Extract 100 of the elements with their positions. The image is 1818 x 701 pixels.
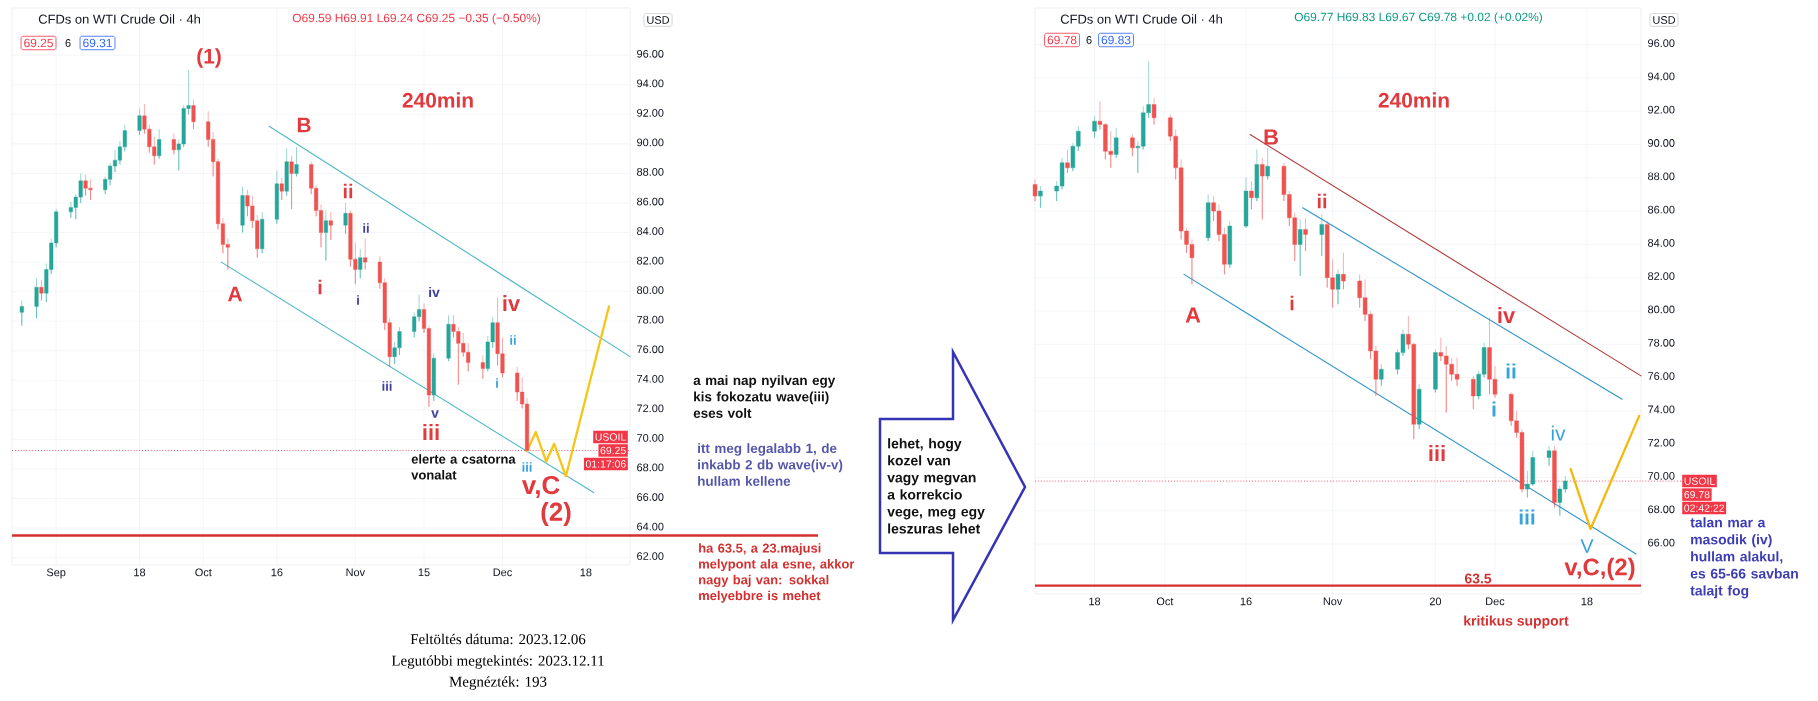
text: USD [1653, 16, 1676, 24]
y-tick-label: 66.00 [637, 493, 664, 501]
candlestick [240, 186, 245, 233]
y-tick-label: 84.00 [1648, 239, 1675, 247]
annotation: 01:17:06 [585, 460, 626, 468]
x-tick-label: 18 [134, 568, 146, 577]
annotation: iii [1519, 509, 1535, 525]
annotation: 69.83 [1101, 35, 1131, 45]
candlestick [343, 202, 348, 235]
x-tick-label: 16 [271, 568, 283, 577]
y-tick-label: 84.00 [637, 227, 664, 235]
candlestick [39, 279, 44, 301]
y-tick-label: 88.00 [1648, 172, 1675, 181]
candlestick [323, 210, 328, 261]
annotation: B [1264, 129, 1278, 145]
candlestick [289, 155, 294, 210]
annotation: 240min [402, 92, 473, 108]
text: Megnézték: 193 [449, 676, 547, 690]
y-tick-label: 66.00 [1648, 538, 1675, 547]
candlestick [480, 354, 485, 380]
candlestick [284, 148, 289, 196]
x-tick-label: Dec [1486, 597, 1505, 606]
candlestick [1379, 364, 1384, 387]
x-tick-label: Sep [46, 568, 66, 579]
candlestick [431, 353, 436, 402]
candlestick [1065, 149, 1070, 174]
annotation: A [227, 286, 243, 302]
candlestick [34, 278, 39, 319]
y-tick-label: 68.00 [637, 463, 664, 472]
annotation: i [318, 279, 322, 295]
text: a mai nap nyilvan egy kis fokozatu wave(iii) eses volt [693, 375, 836, 418]
candlestick [1038, 185, 1043, 208]
x-tick-label: 18 [580, 568, 592, 577]
candlestick [1552, 445, 1557, 508]
annotation: (1) [197, 48, 221, 68]
candlestick [1092, 115, 1097, 139]
x-tick-label: Oct [195, 568, 212, 577]
candlestick [1130, 134, 1135, 157]
y-tick-label: 96.00 [1648, 39, 1675, 47]
annotation: 69.25 [24, 38, 53, 48]
annotation: iii [423, 424, 439, 440]
candlestick [1335, 269, 1341, 305]
candlestick [1249, 180, 1254, 210]
y-tick-label: 72.00 [637, 404, 664, 413]
candlestick [1254, 149, 1260, 202]
x-tick-label: 16 [1240, 597, 1252, 606]
annotation: 6 [65, 39, 71, 47]
text: kritikus support [1464, 615, 1569, 629]
text: Legutóbbi megtekintés: 2023.12.11 [391, 655, 604, 669]
y-tick-label: 82.00 [1648, 272, 1675, 281]
text: 02:42:22 [1684, 504, 1724, 512]
y-tick-label: 88.00 [637, 168, 664, 176]
candlestick [363, 238, 368, 270]
candlestick [1227, 220, 1232, 268]
y-tick-label: 86.00 [1648, 205, 1675, 214]
candlestick [1319, 214, 1324, 257]
y-tick-label: 92.00 [1648, 105, 1675, 114]
annotation: iii [522, 462, 532, 472]
annotation: 240min [1378, 92, 1449, 108]
candlestick [274, 170, 279, 224]
annotation: 69.31 [83, 38, 112, 48]
y-tick-label: 94.00 [1648, 72, 1675, 81]
text: USD [647, 16, 670, 24]
annotation: iv [1551, 425, 1566, 441]
annotation: iii [1429, 445, 1445, 461]
candlestick [137, 108, 142, 136]
candlestick [1297, 219, 1303, 277]
candlestick [1243, 177, 1249, 228]
y-tick-label: 70.00 [637, 434, 664, 442]
ref-line-label: 63.5 [1464, 573, 1492, 584]
annotation: 6 [1086, 36, 1092, 44]
annotation: iv [1498, 307, 1516, 323]
x-tick-label: 18 [1581, 597, 1593, 606]
y-tick-label: 94.00 [637, 79, 664, 88]
annotation: iv [503, 295, 521, 311]
y-tick-label: 68.00 [1648, 505, 1675, 514]
annotation: ii [363, 223, 369, 233]
candlestick [1433, 349, 1438, 393]
candlestick [1260, 157, 1265, 220]
y-tick-label: 80.00 [637, 286, 664, 295]
annotation: v,C [521, 475, 560, 499]
annotation: elerte a csatorna vonalat [411, 454, 516, 480]
annotation: O69.77 H69.83 L69.67 C69.78 +0.02 (+0.02%) [1294, 12, 1543, 24]
y-tick-label: 70.00 [1648, 472, 1675, 480]
candlestick [1303, 217, 1308, 252]
x-tick-label: Dec [493, 568, 512, 577]
candlestick [1471, 375, 1476, 410]
candlestick [1151, 97, 1157, 125]
text: talan mar a masodik (iv) hullam alakul, es 65-66 savban talajt fog [1690, 517, 1798, 599]
candlestick [171, 133, 176, 155]
annotation: 69.78 [1047, 35, 1077, 45]
annotation: 69.25 [600, 446, 626, 455]
annotation: i [1290, 295, 1294, 311]
candlestick [1546, 445, 1552, 467]
y-tick-label: 82.00 [637, 256, 664, 265]
annotation: v [431, 410, 439, 418]
y-tick-label: 86.00 [637, 197, 664, 206]
y-tick-label: 92.00 [637, 108, 664, 117]
text: Feltöltés dátuma: 2023.12.06 [410, 633, 586, 645]
candlestick [1417, 383, 1422, 430]
